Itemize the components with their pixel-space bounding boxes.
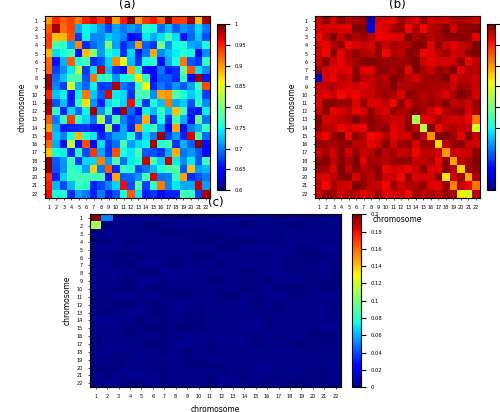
- Y-axis label: chromosome: chromosome: [17, 82, 26, 132]
- X-axis label: chromosome: chromosome: [372, 215, 422, 224]
- X-axis label: chromosome: chromosome: [191, 405, 240, 412]
- Title: (a): (a): [119, 0, 136, 11]
- Y-axis label: chromosome: chromosome: [287, 82, 296, 132]
- Y-axis label: chromosome: chromosome: [62, 276, 72, 325]
- Title: (b): (b): [389, 0, 406, 11]
- Title: (c): (c): [208, 196, 224, 209]
- X-axis label: chromosome: chromosome: [102, 215, 152, 224]
